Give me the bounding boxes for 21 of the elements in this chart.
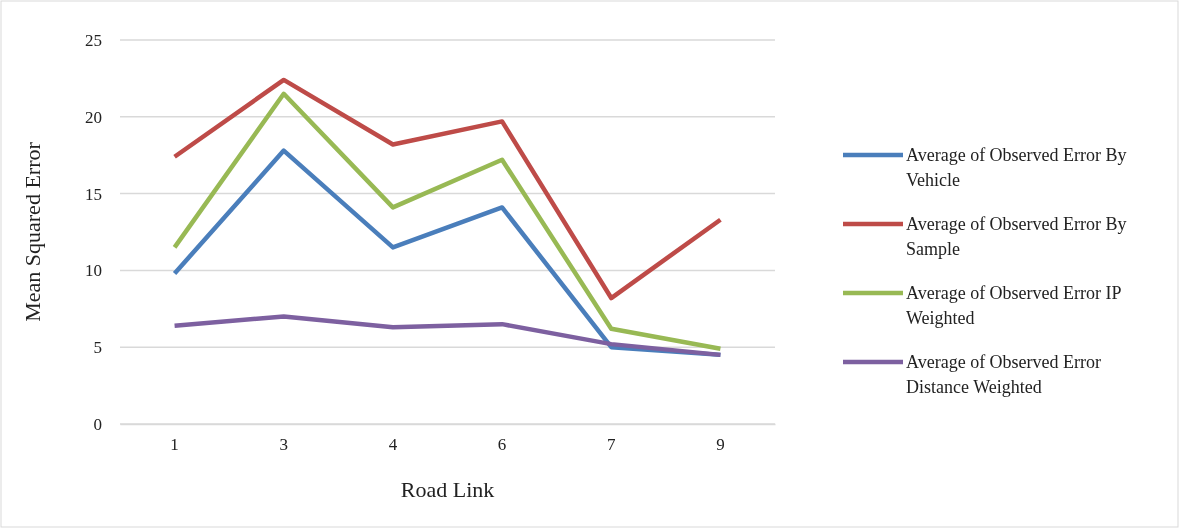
y-tick-label: 15 — [85, 184, 102, 204]
line-series — [172, 314, 723, 358]
x-axis-title: Road Link — [400, 477, 495, 502]
x-tick-label: 3 — [279, 435, 288, 455]
legend-label: Average of Observed Error By Vehicle — [906, 145, 1127, 190]
y-tick-label: 0 — [93, 414, 102, 434]
legend-label: Average of Observed Error Distance Weighted — [906, 352, 1102, 397]
line-series — [172, 91, 723, 351]
y-tick-label: 20 — [85, 107, 102, 127]
x-tick-label: 9 — [716, 435, 725, 455]
y-axis-title: Mean Squared Error — [20, 141, 45, 322]
y-tick-label: 25 — [85, 30, 102, 50]
x-tick-label: 6 — [497, 435, 507, 455]
x-tick-label: 4 — [388, 435, 398, 455]
y-tick-label: 10 — [85, 261, 102, 281]
line-series — [172, 77, 723, 301]
y-tick-label: 5 — [93, 338, 102, 358]
legend-label: Average of Observed Error By Sample — [906, 214, 1127, 259]
x-tick-label: 7 — [607, 435, 616, 455]
legend-label: Average of Observed Error IP Weighted — [906, 283, 1122, 328]
x-tick-label: 1 — [170, 435, 179, 455]
